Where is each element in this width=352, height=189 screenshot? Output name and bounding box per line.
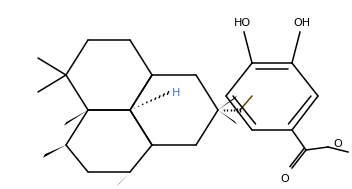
Text: HO: HO <box>233 18 251 28</box>
Text: H: H <box>172 88 180 98</box>
Polygon shape <box>218 95 237 110</box>
Text: O: O <box>333 139 342 149</box>
Polygon shape <box>117 172 130 186</box>
Polygon shape <box>43 145 66 158</box>
Polygon shape <box>64 110 88 126</box>
Text: OH: OH <box>294 18 310 28</box>
Text: O: O <box>281 174 289 184</box>
Polygon shape <box>218 110 237 125</box>
